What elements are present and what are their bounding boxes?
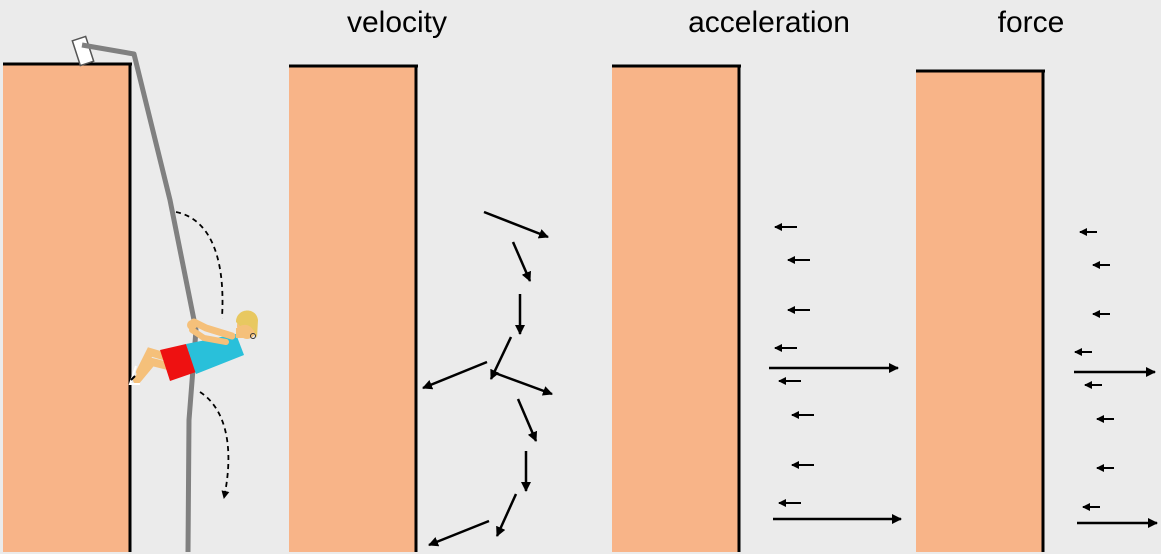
- wall-1: [3, 64, 130, 552]
- wall-4: [916, 71, 1043, 552]
- rope: [81, 42, 199, 553]
- velocity-arrow: [483, 210, 549, 239]
- swing-path-upper: [175, 211, 224, 319]
- velocity-title: velocity: [346, 6, 448, 39]
- velocity-panel: [289, 64, 553, 552]
- force-title: force: [997, 6, 1065, 39]
- force-panel: [916, 69, 1158, 552]
- anchor-icon: [71, 35, 95, 67]
- wall-2: [289, 66, 416, 552]
- climber-figure: [128, 310, 258, 385]
- velocity-arrow: [422, 360, 488, 390]
- velocity-arrow: [495, 493, 518, 537]
- velocity-arrow: [489, 336, 513, 380]
- velocity-arrow: [494, 371, 553, 396]
- acceleration-title: acceleration: [688, 6, 850, 39]
- swing-path-lower: [199, 391, 230, 499]
- velocity-arrow: [516, 398, 538, 442]
- velocity-arrow: [511, 241, 532, 282]
- velocity-arrow: [428, 519, 490, 547]
- climber-panel: [3, 35, 258, 553]
- acceleration-panel: [612, 64, 902, 552]
- wall-3: [612, 66, 739, 552]
